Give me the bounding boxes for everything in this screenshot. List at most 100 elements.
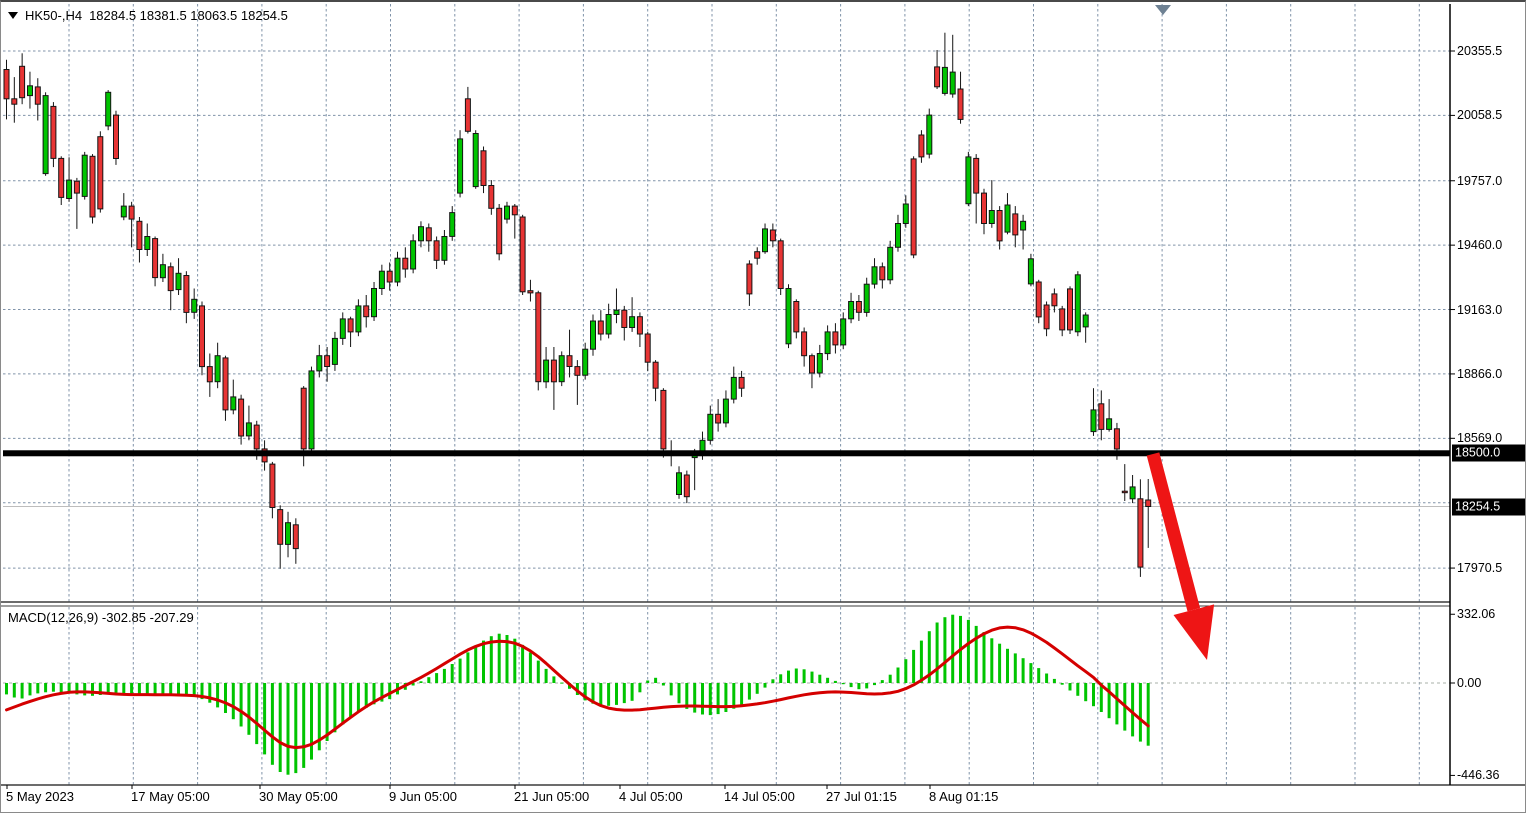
candle-body [410,240,417,270]
macd-histogram-bar [826,677,830,683]
candle-body [1027,258,1034,285]
macd-histogram-bar [83,683,87,696]
candle-body [324,355,331,368]
chart-shift-marker[interactable] [1155,5,1171,15]
candle-body [621,309,628,329]
macd-histogram-bar [966,619,970,683]
macd-histogram-bar [591,683,595,704]
macd-histogram-bar [388,683,392,700]
candle-body [769,229,776,242]
candle-body [238,398,245,437]
candle-body [949,71,956,95]
macd-histogram-bar [59,683,63,693]
macd-histogram-bar [224,683,227,713]
candle-body [3,69,10,100]
trend-arrow-head[interactable] [1173,604,1215,660]
macd-histogram-bar [622,683,626,704]
indicator-axis-label: 0.00 [1457,676,1482,690]
candle-body [746,263,753,295]
candle-body [527,290,534,294]
candle-body [316,355,323,372]
candle-body [355,305,362,333]
candle-body [840,318,847,346]
macd-histogram-bar [669,683,673,696]
candle-body [183,275,190,313]
macd-histogram-bar [998,643,1002,683]
candle-body [206,366,213,383]
candle-body [253,424,260,450]
candle-body [1035,281,1042,318]
macd-histogram-bar [724,683,728,712]
macd-histogram-bar [153,683,157,696]
macd-histogram-bar [607,683,611,706]
macd-histogram-bar [1084,683,1088,702]
macd-histogram-bar [278,683,282,772]
macd-histogram-bar [1037,668,1041,683]
candle-body [793,301,800,333]
candle-body [816,353,823,374]
candle-body [1074,274,1081,333]
candle-body [934,66,941,88]
candle-body [66,179,73,200]
macd-histogram-bar [442,668,446,683]
candle-body [1121,490,1128,494]
candle-body [1137,498,1144,568]
indicator-axis-label: 332.06 [1457,607,1496,622]
horizontal-level-line[interactable] [3,450,1450,457]
candle-body [988,210,995,224]
candle-body [371,288,377,318]
macd-histogram-bar [310,683,313,760]
time-axis-label: 17 May 05:00 [131,789,210,804]
macd-histogram-bar [896,667,900,683]
price-axis-label: 20058.5 [1457,108,1503,123]
candle-body [19,65,26,99]
candle-body [1004,204,1011,233]
macd-histogram-bar [1107,683,1111,719]
macd-histogram-bar [1060,683,1064,685]
candle-body [519,216,526,293]
macd-histogram-bar [270,683,274,765]
macd-histogram-bar [630,683,634,701]
macd-histogram-bar [44,683,48,693]
macd-histogram-bar [685,683,689,709]
macd-histogram-bar [450,664,454,683]
macd-histogram-bar [325,683,329,741]
macd-histogram-bar [20,683,24,699]
candle-body [644,333,651,363]
candle-body [941,66,948,94]
macd-histogram-bar [161,683,165,695]
macd-histogram-bar [615,683,618,705]
macd-histogram-bar [255,683,259,745]
macd-histogram-bar [661,683,665,686]
candle-body [895,223,901,248]
candle-body [973,157,980,194]
macd-histogram-bar [231,683,235,720]
candle-body [1090,409,1097,433]
macd-histogram-bar [51,683,55,692]
macd-histogram-bar [247,683,251,735]
candle-body [1106,418,1113,430]
candle-body [175,272,182,291]
trend-arrow-shaft[interactable] [1146,452,1201,612]
trend-arrow[interactable] [1146,452,1215,660]
candle-body [676,472,682,495]
candle-body [1067,288,1073,331]
macd-histogram-bar [857,683,861,690]
macd-histogram-bar [356,683,360,713]
candle-body [97,136,104,210]
candle-body [550,359,557,383]
macd-histogram-bar [646,680,650,683]
price-axis-label: 20355.5 [1457,44,1503,58]
macd-histogram-bar [184,683,188,695]
macd-histogram-bar [583,683,587,701]
candle-body [27,85,33,97]
macd-histogram-bar [1115,683,1119,725]
candle-body [496,207,503,255]
candle-body [152,238,159,279]
candle-body [457,138,464,194]
macd-histogram-bar [599,683,603,706]
macd-histogram-bar [513,638,517,683]
candle-body [981,192,987,225]
symbol-dropdown-icon[interactable] [8,12,18,19]
